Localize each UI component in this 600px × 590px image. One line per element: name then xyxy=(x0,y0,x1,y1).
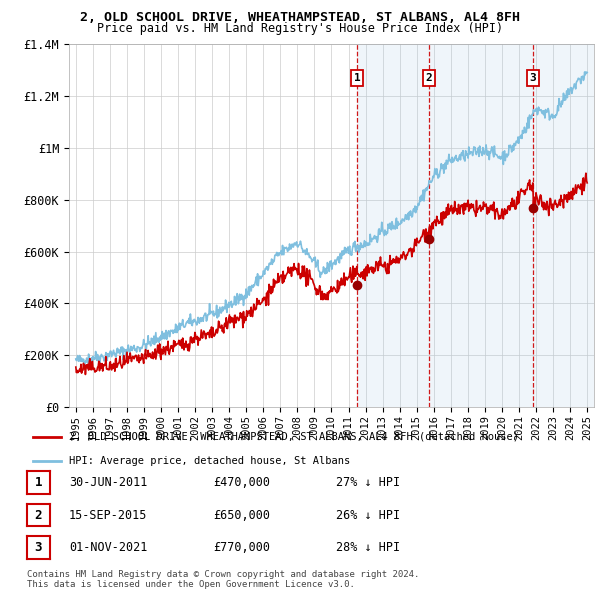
Text: 3: 3 xyxy=(530,73,536,83)
Text: 2: 2 xyxy=(425,73,432,83)
Bar xyxy=(357,44,594,407)
Text: 1: 1 xyxy=(353,73,361,83)
Text: 2, OLD SCHOOL DRIVE, WHEATHAMPSTEAD, ST ALBANS, AL4 8FH: 2, OLD SCHOOL DRIVE, WHEATHAMPSTEAD, ST … xyxy=(80,11,520,24)
Text: Contains HM Land Registry data © Crown copyright and database right 2024.: Contains HM Land Registry data © Crown c… xyxy=(27,570,419,579)
Text: This data is licensed under the Open Government Licence v3.0.: This data is licensed under the Open Gov… xyxy=(27,579,355,589)
Text: 2, OLD SCHOOL DRIVE, WHEATHAMPSTEAD, ST ALBANS, AL4 8FH (detached house): 2, OLD SCHOOL DRIVE, WHEATHAMPSTEAD, ST … xyxy=(69,431,519,441)
Text: £470,000: £470,000 xyxy=(213,476,270,489)
Text: 01-NOV-2021: 01-NOV-2021 xyxy=(69,541,148,554)
Text: 28% ↓ HPI: 28% ↓ HPI xyxy=(336,541,400,554)
Text: 2: 2 xyxy=(35,509,42,522)
Text: Price paid vs. HM Land Registry's House Price Index (HPI): Price paid vs. HM Land Registry's House … xyxy=(97,22,503,35)
Text: 15-SEP-2015: 15-SEP-2015 xyxy=(69,509,148,522)
Text: £650,000: £650,000 xyxy=(213,509,270,522)
Text: 3: 3 xyxy=(35,541,42,554)
Text: HPI: Average price, detached house, St Albans: HPI: Average price, detached house, St A… xyxy=(69,457,350,467)
Text: 30-JUN-2011: 30-JUN-2011 xyxy=(69,476,148,489)
Text: 26% ↓ HPI: 26% ↓ HPI xyxy=(336,509,400,522)
Text: 27% ↓ HPI: 27% ↓ HPI xyxy=(336,476,400,489)
Text: £770,000: £770,000 xyxy=(213,541,270,554)
Text: 1: 1 xyxy=(35,476,42,489)
